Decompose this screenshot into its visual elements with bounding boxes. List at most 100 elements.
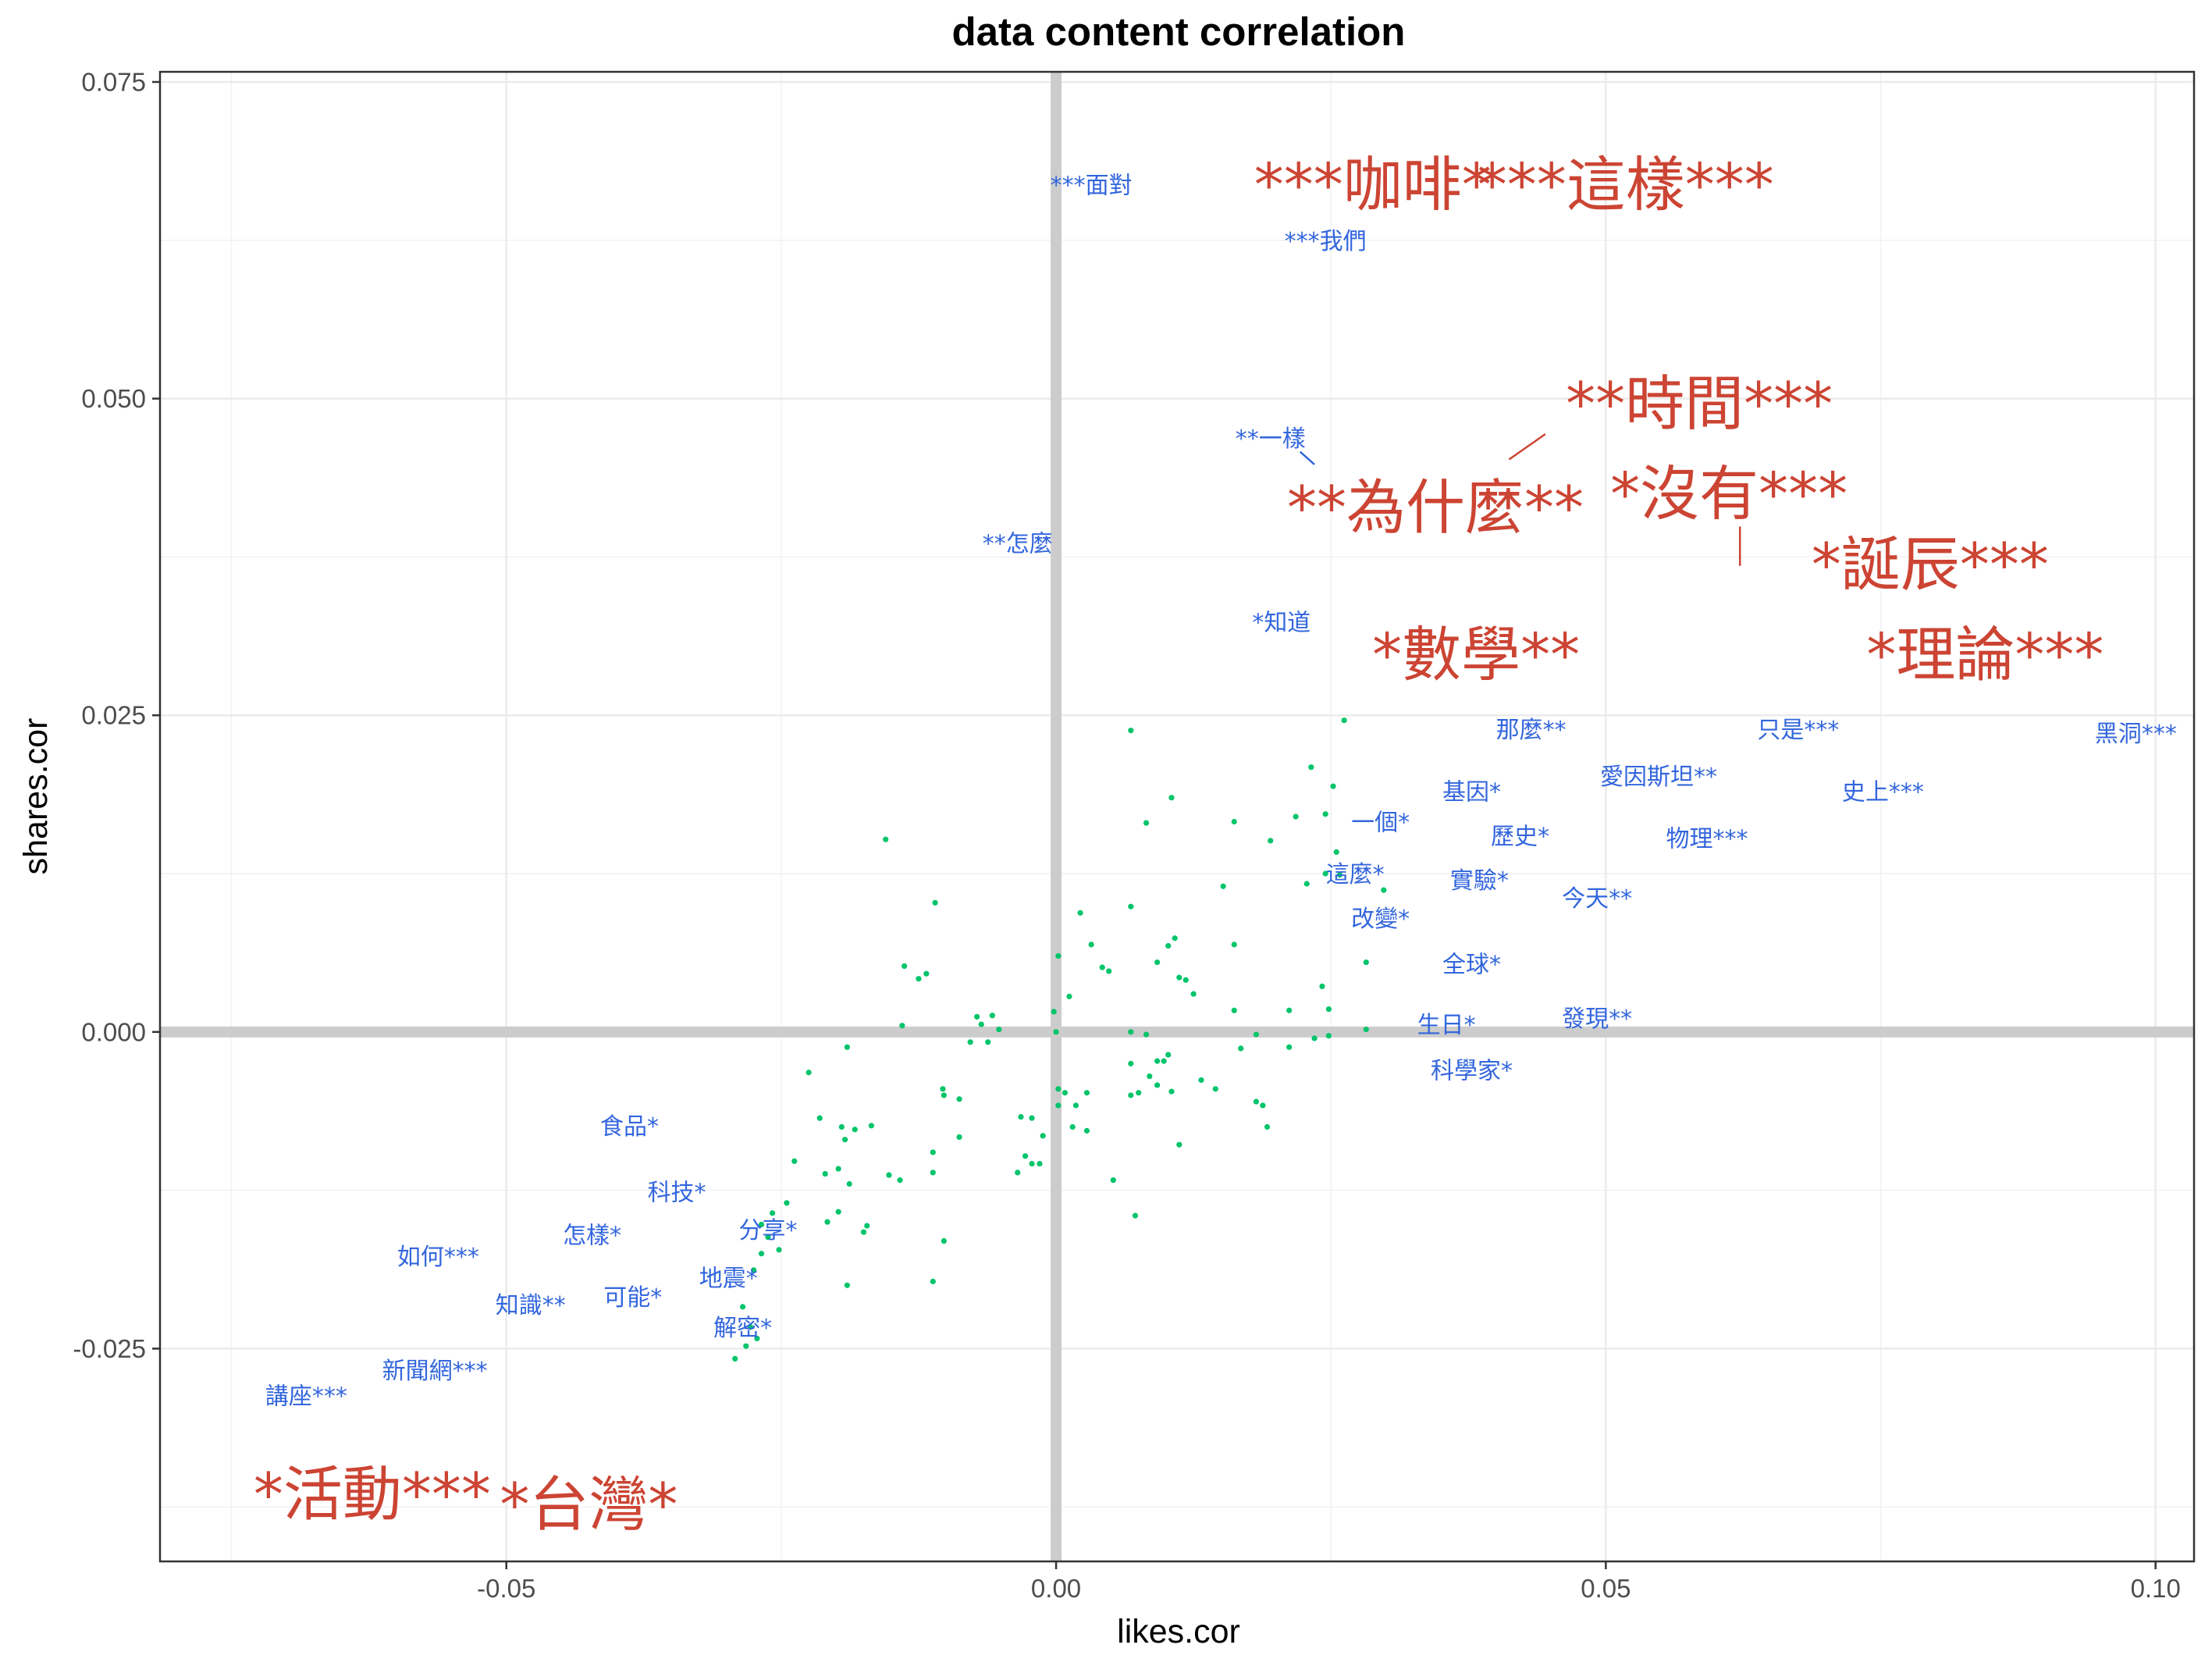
x-tick-label: 0.10 [2131,1574,2181,1603]
data-point [1106,968,1112,974]
data-point [1132,1212,1139,1219]
word-label-large: ***咖啡* [1254,150,1492,219]
leader-line [1508,433,1546,461]
word-label: 地震* [699,1266,758,1293]
data-point [1322,870,1328,877]
data-point [822,1170,828,1177]
data-point [1099,964,1105,970]
data-point [1154,1058,1161,1064]
word-label: 科技* [648,1179,706,1206]
data-point [1182,977,1189,983]
data-point [1147,1073,1153,1080]
data-point [941,1092,947,1098]
word-label: 愛因斯坦** [1600,764,1717,791]
data-point [1018,1113,1024,1120]
data-point [1143,1031,1150,1038]
data-point [967,1039,973,1045]
data-point [1154,959,1161,966]
data-point [978,1021,984,1027]
data-point [1322,811,1328,817]
data-point [1231,1007,1237,1013]
y-tick-label: -0.025 [73,1334,146,1363]
word-label: 改變* [1351,906,1410,933]
data-point [747,1324,754,1330]
data-point [1051,1009,1057,1015]
word-label: 基因* [1442,779,1501,806]
data-point [916,976,922,982]
word-label: 講座*** [265,1383,347,1411]
y-tick-label: 0.075 [81,67,146,96]
data-point [1253,1098,1260,1105]
data-point [791,1158,798,1164]
word-label: **一樣 [1236,425,1306,453]
data-point [1161,1058,1167,1064]
data-point [860,1229,867,1235]
data-point [1168,1088,1175,1095]
data-point [989,1013,995,1019]
data-point [897,1177,903,1184]
data-point [899,1023,905,1029]
data-point [1231,942,1237,948]
word-label: 怎樣* [563,1223,621,1250]
data-point [1128,1060,1134,1066]
data-point [1286,1007,1293,1013]
data-point [1040,1133,1046,1139]
chart-title: data content correlation [952,9,1406,54]
data-point [784,1200,790,1206]
data-point [940,1086,946,1092]
data-point [1128,1029,1134,1035]
y-tick-label: 0.000 [81,1017,146,1046]
data-point [824,1219,830,1225]
data-point [1136,1090,1142,1096]
data-point [1286,1044,1293,1050]
data-point [1220,883,1226,889]
word-label-large: *理論*** [1866,620,2104,689]
data-point [758,1221,765,1228]
data-point [923,970,930,977]
data-point [930,1149,936,1155]
data-point [1037,1160,1043,1167]
word-label-large: *數學** [1372,620,1580,689]
data-point [1055,952,1062,959]
data-point [732,1355,738,1362]
data-point [1072,1102,1079,1109]
data-point [1029,1115,1035,1121]
data-point [1198,1077,1204,1084]
data-points [732,717,1387,1362]
data-point [844,1282,851,1288]
data-point [1330,783,1336,789]
data-point [1077,910,1083,916]
data-point [805,1070,812,1076]
data-point [1341,717,1347,724]
data-point [930,1169,936,1176]
word-label: 物理*** [1666,826,1748,853]
data-point [1029,1160,1035,1167]
reference-lines [160,72,2194,1561]
data-point [1363,959,1369,966]
word-label: 歷史* [1491,823,1549,850]
data-point [932,899,938,906]
data-point [770,1210,776,1216]
data-point [1311,1035,1318,1041]
data-point [1062,1090,1068,1096]
data-point [996,1026,1002,1033]
data-point [1128,1092,1134,1098]
data-point [835,1209,841,1215]
word-label: 今天** [1562,885,1632,913]
data-point [1165,1052,1172,1058]
data-point [1128,903,1134,910]
data-point [846,1180,852,1187]
word-label: 生日* [1417,1012,1476,1039]
word-label: **怎麼 [983,531,1053,558]
leader-line [1299,450,1315,465]
data-point [1381,887,1387,893]
data-point [1128,728,1134,734]
data-point [1053,1029,1059,1035]
word-label-large: *沒有*** [1610,459,1847,529]
data-point [1190,991,1197,997]
data-point [1212,1086,1218,1092]
data-point [956,1134,962,1141]
data-point [886,1172,892,1178]
data-point [1303,881,1310,887]
